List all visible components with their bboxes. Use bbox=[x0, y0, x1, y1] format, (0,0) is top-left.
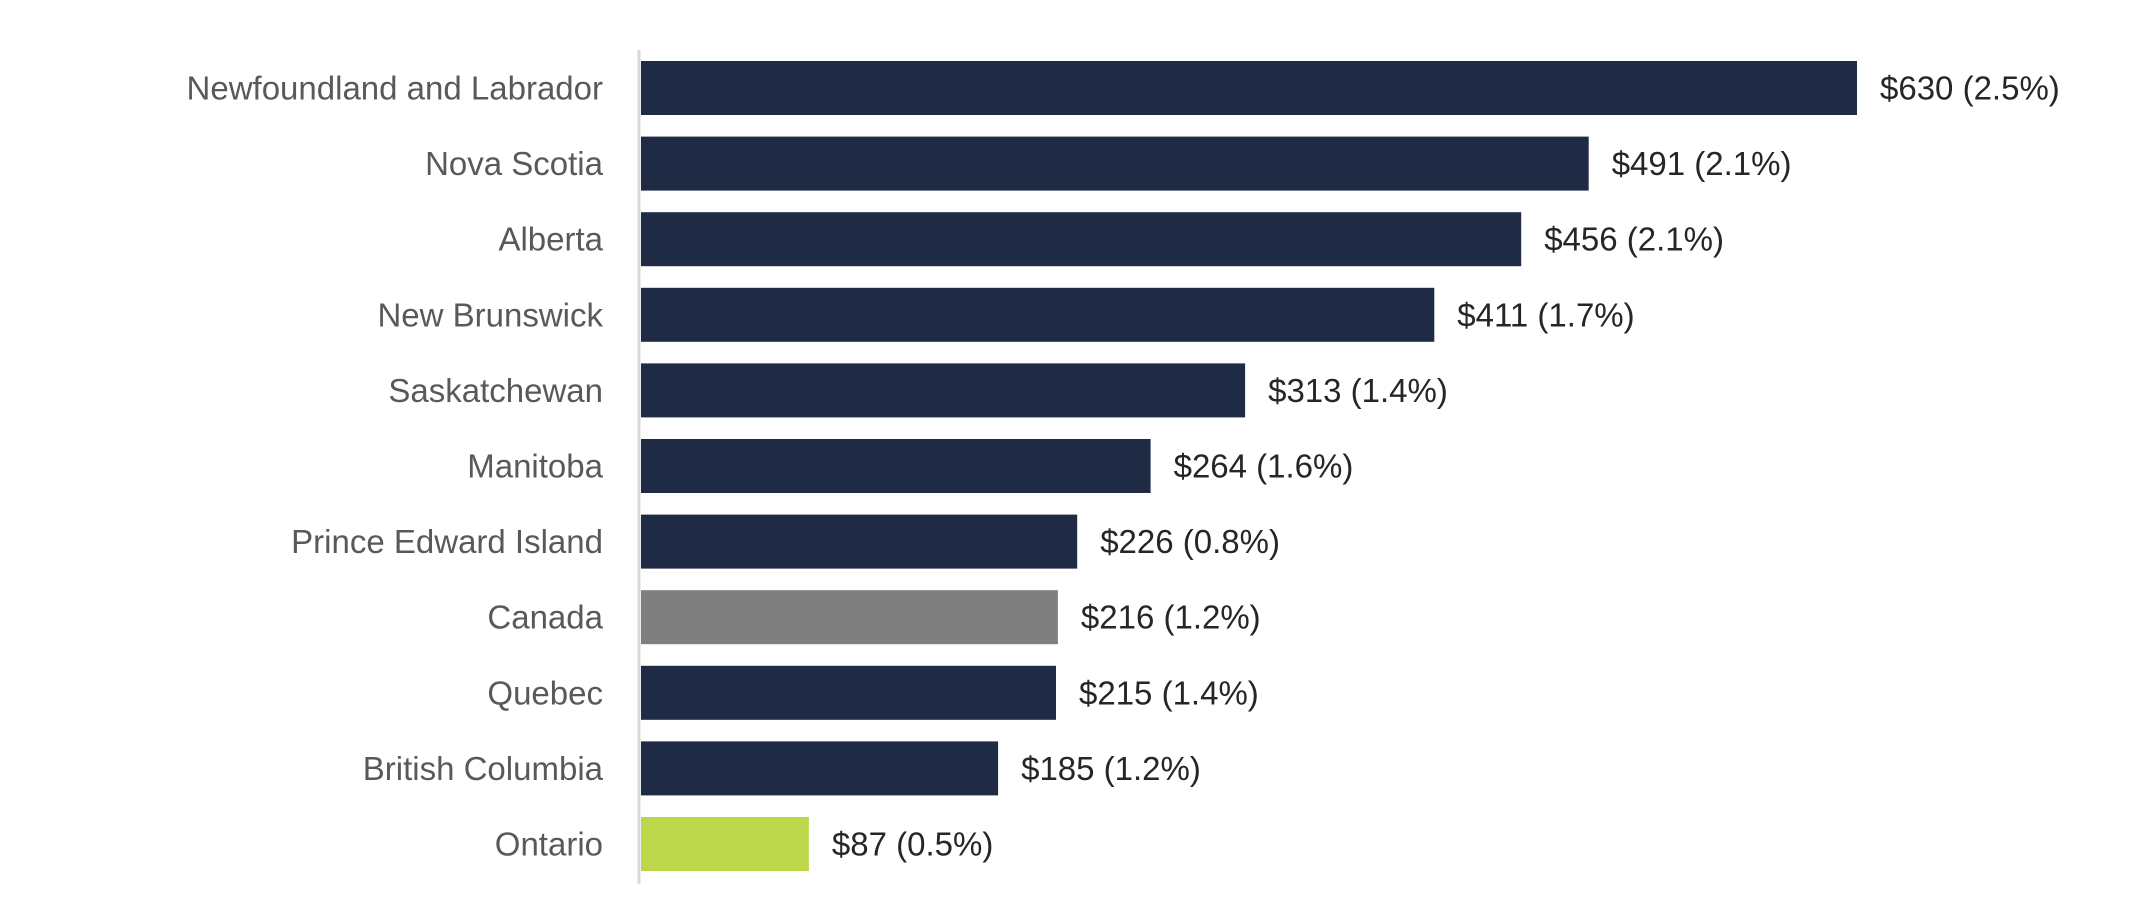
data-label: $411 (1.7%) bbox=[1457, 296, 1634, 333]
data-label: $264 (1.6%) bbox=[1174, 448, 1354, 485]
data-label: $215 (1.4%) bbox=[1079, 674, 1259, 711]
category-label: Prince Edward Island bbox=[291, 523, 603, 560]
data-label: $216 (1.2%) bbox=[1081, 599, 1261, 636]
bar-new-brunswick bbox=[641, 287, 1435, 342]
category-label: Manitoba bbox=[467, 448, 603, 485]
bar-quebec bbox=[641, 665, 1056, 720]
bar-alberta bbox=[641, 212, 1522, 267]
category-label: Quebec bbox=[487, 674, 603, 711]
bar-saskatchewan bbox=[641, 363, 1246, 418]
category-label: Alberta bbox=[498, 221, 603, 258]
labels-group: Newfoundland and Labrador $630 (2.5%) Nova… bbox=[187, 70, 2060, 863]
bar-british-columbia bbox=[641, 741, 999, 796]
data-label: $313 (1.4%) bbox=[1268, 372, 1448, 409]
bar-manitoba bbox=[641, 439, 1151, 493]
category-label: New Brunswick bbox=[377, 296, 603, 333]
bar-newfoundland-and-labrador bbox=[641, 61, 1857, 115]
category-label: Newfoundland and Labrador bbox=[187, 70, 603, 107]
data-label: $226 (0.8%) bbox=[1100, 523, 1280, 560]
bar-canada bbox=[641, 590, 1058, 645]
bars-group bbox=[641, 61, 1857, 871]
category-label: Saskatchewan bbox=[388, 372, 603, 409]
data-label: $491 (2.1%) bbox=[1612, 145, 1792, 182]
category-label: Nova Scotia bbox=[425, 145, 604, 182]
data-label: $185 (1.2%) bbox=[1021, 750, 1201, 787]
category-label: Ontario bbox=[495, 826, 603, 863]
bar-prince-edward-island bbox=[641, 514, 1078, 569]
bar-ontario bbox=[641, 817, 809, 871]
bar-nova-scotia bbox=[641, 136, 1589, 191]
data-label: $456 (2.1%) bbox=[1544, 221, 1724, 258]
category-label: British Columbia bbox=[363, 750, 604, 787]
category-label: Canada bbox=[487, 599, 603, 636]
data-label: $87 (0.5%) bbox=[832, 826, 993, 863]
data-label: $630 (2.5%) bbox=[1880, 70, 2060, 107]
